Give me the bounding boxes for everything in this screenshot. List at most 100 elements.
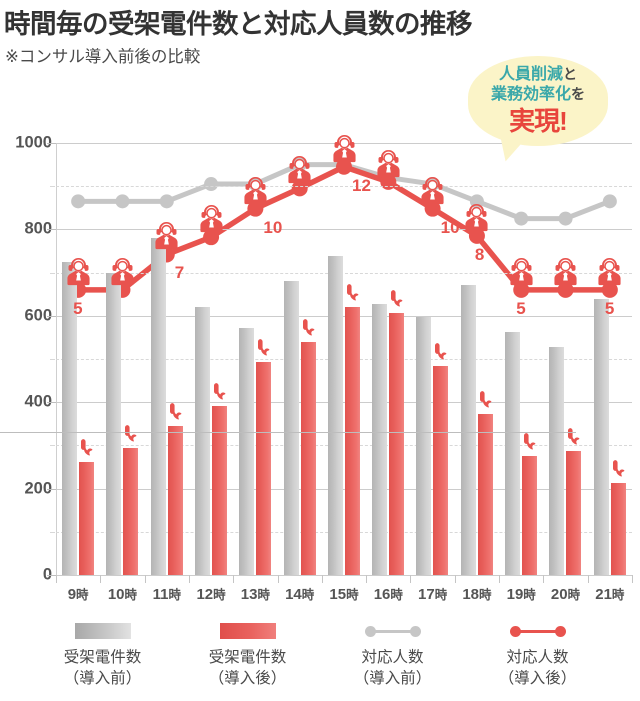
page-subtitle: ※コンサル導入前後の比較	[5, 48, 201, 66]
bar-calls-after	[433, 365, 449, 575]
phone-icon	[211, 382, 229, 402]
bar-calls-before	[372, 303, 388, 575]
phone-icon	[78, 438, 96, 458]
bar-calls-before	[150, 238, 166, 575]
phone-icon	[565, 427, 583, 447]
headset-person-icon	[419, 175, 446, 205]
gridline-major	[56, 575, 632, 576]
x-axis-tick-label: 9時	[48, 584, 108, 603]
x-axis-unit: 時	[168, 588, 181, 602]
bar-calls-after	[566, 450, 582, 575]
legend-label-line-2: （導入前）	[353, 669, 432, 687]
x-axis-hour: 21	[595, 586, 612, 603]
bar-group	[321, 143, 366, 583]
legend-label-line-1: 受架電件数	[63, 649, 142, 666]
callout-line-3: 実現!	[509, 105, 568, 136]
legend-line-segment	[370, 630, 415, 633]
line-value-label: 8	[474, 244, 485, 264]
y-axis-tick-mark	[47, 575, 56, 576]
headset-person-icon	[109, 256, 136, 286]
x-axis-hour: 9	[67, 586, 77, 603]
callout-line-1-main: 人員削減	[498, 66, 563, 83]
bar-group	[587, 143, 632, 583]
phone-icon	[122, 424, 140, 444]
x-axis-tick-label: 13時	[225, 584, 285, 603]
bar-calls-before	[505, 332, 521, 575]
gridline-major	[56, 229, 632, 231]
legend-item: 対応人数 （導入前）	[320, 623, 465, 689]
x-axis-tick-mark	[454, 575, 456, 583]
legend-line-dot-right	[409, 626, 421, 637]
legend-line-segment	[515, 630, 560, 633]
callout-line-2-suffix: を	[571, 86, 585, 103]
x-axis-unit: 時	[390, 588, 403, 602]
callout-line-2-main: 業務効率化	[490, 86, 571, 104]
x-axis-unit: 時	[523, 588, 536, 602]
x-axis-tick-mark	[543, 575, 545, 583]
plot-area	[56, 143, 633, 583]
x-axis-tick-mark	[100, 575, 102, 583]
phone-icon	[432, 342, 450, 362]
gridline-minor	[56, 186, 632, 188]
bar-calls-after	[522, 456, 538, 575]
x-axis-baseline	[0, 432, 576, 433]
gridline-minor	[56, 359, 632, 360]
bar-calls-before	[106, 272, 122, 575]
gridline-minor	[56, 272, 632, 274]
x-axis-unit: 時	[479, 588, 492, 602]
x-axis-tick-mark	[233, 575, 235, 583]
x-axis-tick-label: 11時	[137, 584, 197, 603]
headset-person-icon	[331, 133, 358, 163]
line-value-label: 5	[73, 298, 83, 318]
y-axis-minor-tick-mark	[50, 445, 55, 447]
headset-person-icon	[463, 202, 490, 232]
bar-calls-after	[211, 405, 227, 575]
x-axis-tick-mark	[410, 575, 412, 583]
bar-calls-after	[610, 483, 626, 575]
x-axis-hour: 16	[373, 586, 391, 603]
bar-calls-before	[283, 281, 299, 575]
y-axis-tick-mark	[47, 315, 56, 317]
bar-group	[188, 143, 233, 583]
y-axis-tick-mark	[47, 229, 56, 231]
phone-icon	[300, 318, 318, 338]
bar-calls-after	[167, 425, 183, 575]
x-axis-unit: 時	[213, 588, 226, 602]
callout-line-1: 人員削減と	[468, 56, 608, 85]
y-axis-tick-label: 400	[24, 392, 52, 411]
phone-icon	[388, 289, 406, 309]
legend-swatch-line	[364, 623, 421, 639]
x-axis-hour: 14	[285, 586, 302, 603]
headset-person-icon	[286, 154, 313, 184]
x-axis-tick-label: 15時	[314, 584, 374, 603]
headset-person-icon	[65, 256, 92, 286]
x-axis-tick-mark	[587, 575, 589, 583]
bar-calls-before	[460, 284, 476, 575]
bar-group	[543, 143, 587, 583]
x-axis-hour: 10	[107, 586, 125, 603]
y-axis-minor-tick-mark	[50, 272, 55, 274]
headset-person-icon	[508, 256, 535, 286]
bar-calls-before	[194, 307, 210, 575]
y-axis-tick-label: 200	[24, 479, 52, 498]
x-axis-tick-mark	[144, 575, 146, 583]
x-axis-unit: 時	[124, 588, 138, 602]
legend-label-line-1: 受架電件数	[208, 649, 287, 666]
x-axis-hour: 13	[240, 586, 258, 603]
phone-icon	[344, 283, 362, 303]
bar-calls-after	[256, 362, 272, 575]
x-axis-hour: 12	[196, 586, 214, 603]
x-axis-tick-label: 12時	[181, 584, 241, 603]
legend-swatch-bar	[74, 623, 131, 639]
x-axis-tick-mark	[366, 575, 368, 583]
legend-line-dot-left	[509, 626, 521, 637]
bar-group	[144, 143, 189, 583]
legend-item: 受架電件数 （導入後）	[175, 623, 320, 689]
x-axis-hour: 15	[329, 586, 347, 603]
bar-calls-before	[327, 256, 343, 575]
x-axis-tick-mark	[56, 575, 57, 583]
line-value-label: 5	[604, 298, 615, 318]
x-axis-unit: 時	[567, 588, 581, 602]
phone-icon	[610, 459, 628, 479]
gridline-major	[56, 402, 632, 404]
